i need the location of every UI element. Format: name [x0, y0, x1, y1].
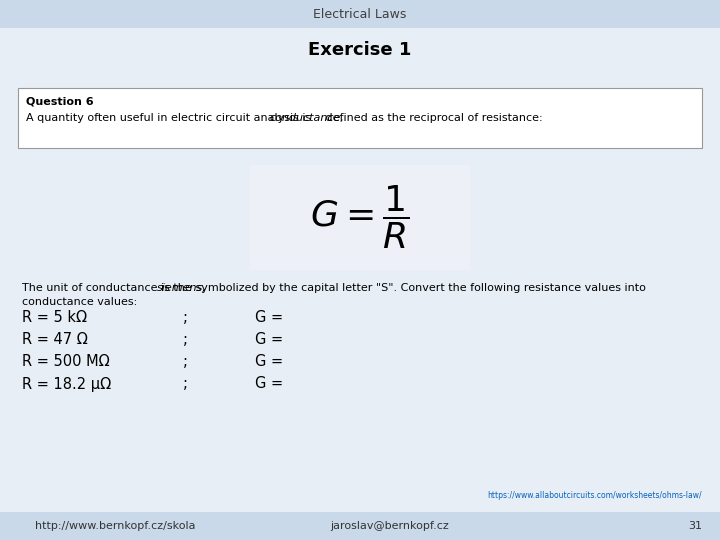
Text: The unit of conductance is the: The unit of conductance is the — [22, 283, 195, 293]
Text: ;: ; — [182, 310, 187, 326]
Bar — [0, 512, 720, 540]
Text: conductance values:: conductance values: — [22, 297, 138, 307]
Text: defined as the reciprocal of resistance:: defined as the reciprocal of resistance: — [322, 113, 542, 123]
Bar — [0, 0, 720, 28]
Text: conductance,: conductance, — [269, 113, 344, 123]
Text: ;: ; — [182, 333, 187, 348]
Text: https://www.allaboutcircuits.com/worksheets/ohms-law/: https://www.allaboutcircuits.com/workshe… — [487, 491, 702, 501]
Text: ;: ; — [182, 376, 187, 392]
FancyBboxPatch shape — [18, 88, 702, 148]
Text: Question 6: Question 6 — [26, 97, 94, 107]
Text: R = 500 MΩ: R = 500 MΩ — [22, 354, 109, 369]
Text: symbolized by the capital letter "S". Convert the following resistance values in: symbolized by the capital letter "S". Co… — [192, 283, 646, 293]
Text: G =: G = — [255, 376, 283, 392]
Text: R = 5 kΩ: R = 5 kΩ — [22, 310, 87, 326]
Text: Electrical Laws: Electrical Laws — [313, 8, 407, 21]
Text: A quantity often useful in electric circuit analysis is: A quantity often useful in electric circ… — [26, 113, 315, 123]
FancyBboxPatch shape — [250, 165, 470, 270]
Text: http://www.bernkopf.cz/skola: http://www.bernkopf.cz/skola — [35, 521, 195, 531]
Text: R = 47 Ω: R = 47 Ω — [22, 333, 88, 348]
Text: G =: G = — [255, 354, 283, 369]
Text: G =: G = — [255, 333, 283, 348]
Text: G =: G = — [255, 310, 283, 326]
Text: $G = \dfrac{1}{R}$: $G = \dfrac{1}{R}$ — [310, 184, 410, 251]
Text: jaroslav@bernkopf.cz: jaroslav@bernkopf.cz — [330, 521, 449, 531]
Text: ;: ; — [182, 354, 187, 369]
Text: R = 18.2 μΩ: R = 18.2 μΩ — [22, 376, 111, 392]
Text: siemens,: siemens, — [157, 283, 207, 293]
Text: 31: 31 — [688, 521, 702, 531]
Text: Exercise 1: Exercise 1 — [308, 41, 412, 59]
